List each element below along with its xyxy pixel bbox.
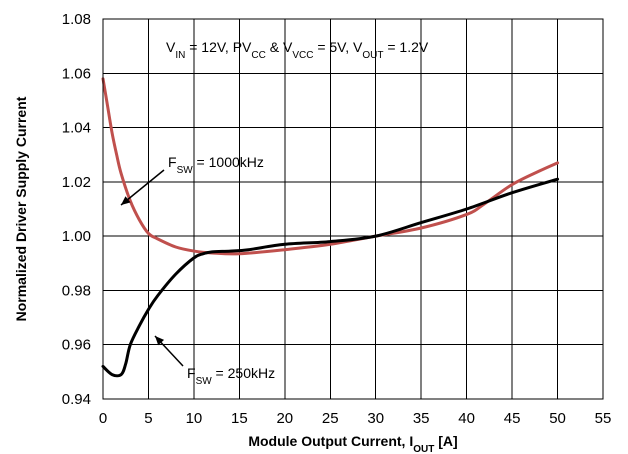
x-tick-label: 10 [186,410,203,427]
x-tick-label: 45 [504,410,521,427]
y-tick-label: 1.08 [62,11,91,28]
arrowhead-1000khz [121,196,131,205]
tick-layer: 0 5 10 15 20 25 30 35 40 45 50 55 0.94 0.96 0.98 1.00 1.… [62,11,612,427]
x-tick-label: 50 [549,410,566,427]
arrow-1000khz [120,169,165,206]
series-layer [101,77,560,378]
x-tick-label: 15 [231,410,248,427]
grid-layer [103,19,603,399]
series-line-250khz [101,177,560,378]
series-line-1000khz [101,77,560,256]
x-tick-label: 25 [322,410,339,427]
annotation-250khz: FSW = 250kHz [154,335,275,387]
x-tick-label: 5 [144,410,152,427]
arrowhead-250khz [155,336,165,346]
conditions-annotation: VIN = 12V, PVCC & VVCC = 5V, VOUT = 1.2V [166,39,429,61]
x-tick-label: 0 [99,410,107,427]
x-tick-label: 30 [367,410,384,427]
series-label-250khz: FSW = 250kHz [187,365,275,387]
x-tick-label: 55 [595,410,612,427]
y-tick-label: 0.98 [62,282,91,299]
plot-frame [102,18,604,400]
y-axis-title: Normalized Driver Supply Current [13,96,29,321]
annotation-1000khz: FSW = 1000kHz [120,154,264,206]
x-tick-label: 35 [413,410,430,427]
y-tick-label: 1.02 [62,174,91,191]
x-axis-title: Module Output Current, IOUT [A] [248,433,457,454]
y-tick-label: 0.96 [62,337,91,354]
y-tick-label: 0.94 [62,391,91,408]
y-tick-label: 1.04 [62,120,91,137]
x-tick-label: 40 [458,410,475,427]
y-tick-label: 1.00 [62,228,91,245]
x-tick-label: 20 [276,410,293,427]
series-label-1000khz: FSW = 1000kHz [168,154,264,176]
y-tick-label: 1.06 [62,65,91,82]
